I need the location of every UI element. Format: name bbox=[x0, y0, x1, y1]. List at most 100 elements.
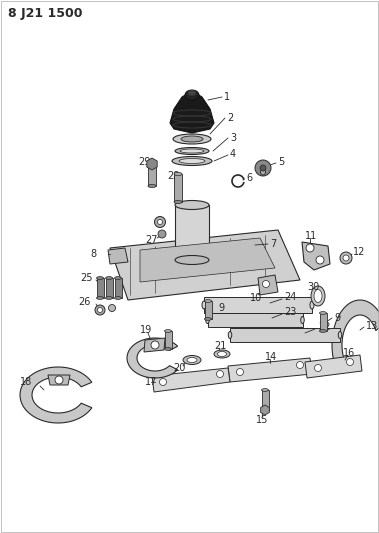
Ellipse shape bbox=[262, 409, 268, 411]
Polygon shape bbox=[48, 375, 70, 385]
Circle shape bbox=[158, 230, 166, 238]
Circle shape bbox=[236, 368, 243, 376]
Polygon shape bbox=[228, 358, 312, 382]
Circle shape bbox=[216, 370, 224, 377]
Ellipse shape bbox=[183, 356, 201, 365]
Text: 11: 11 bbox=[305, 231, 317, 241]
Text: 9: 9 bbox=[155, 341, 161, 351]
Ellipse shape bbox=[314, 289, 322, 303]
Bar bbox=[175, 205, 209, 260]
Circle shape bbox=[263, 280, 269, 287]
Bar bbox=[262, 390, 268, 410]
Ellipse shape bbox=[175, 148, 209, 155]
Ellipse shape bbox=[148, 184, 156, 188]
Circle shape bbox=[155, 216, 166, 228]
Ellipse shape bbox=[164, 329, 172, 333]
Polygon shape bbox=[127, 338, 178, 378]
Bar bbox=[148, 164, 156, 186]
Text: 6: 6 bbox=[246, 173, 252, 183]
Ellipse shape bbox=[202, 301, 206, 309]
Ellipse shape bbox=[262, 389, 268, 391]
Text: 30: 30 bbox=[307, 282, 319, 292]
Circle shape bbox=[151, 341, 159, 349]
Polygon shape bbox=[305, 355, 362, 378]
Polygon shape bbox=[140, 238, 275, 282]
Text: 28: 28 bbox=[167, 171, 179, 181]
Ellipse shape bbox=[175, 200, 209, 209]
Text: 14: 14 bbox=[265, 352, 277, 362]
Ellipse shape bbox=[319, 312, 326, 314]
Bar bbox=[174, 174, 182, 202]
Bar bbox=[204, 297, 312, 313]
Bar bbox=[230, 328, 340, 342]
Ellipse shape bbox=[174, 172, 182, 175]
Text: 8 J21 1500: 8 J21 1500 bbox=[8, 7, 83, 20]
Polygon shape bbox=[170, 91, 214, 133]
Circle shape bbox=[296, 361, 304, 368]
Text: 5: 5 bbox=[278, 157, 284, 167]
Ellipse shape bbox=[97, 277, 103, 279]
Circle shape bbox=[343, 255, 349, 261]
Ellipse shape bbox=[148, 163, 156, 166]
Text: 22: 22 bbox=[318, 322, 330, 332]
Circle shape bbox=[158, 220, 163, 224]
Bar bbox=[97, 278, 103, 298]
Ellipse shape bbox=[180, 149, 204, 153]
Text: 9: 9 bbox=[334, 313, 340, 323]
Ellipse shape bbox=[214, 350, 230, 358]
Text: 26: 26 bbox=[78, 297, 90, 307]
Ellipse shape bbox=[228, 332, 232, 338]
Ellipse shape bbox=[311, 286, 325, 306]
Text: 8: 8 bbox=[90, 249, 96, 259]
Ellipse shape bbox=[105, 277, 113, 279]
Text: 15: 15 bbox=[256, 415, 268, 425]
Ellipse shape bbox=[206, 317, 209, 324]
Bar bbox=[105, 278, 113, 298]
Text: 24: 24 bbox=[284, 292, 296, 302]
Circle shape bbox=[160, 378, 166, 385]
Text: 19: 19 bbox=[140, 325, 152, 335]
Text: 27: 27 bbox=[145, 235, 158, 245]
Bar bbox=[114, 278, 122, 298]
Circle shape bbox=[260, 165, 266, 171]
Text: 17: 17 bbox=[145, 377, 157, 387]
Bar bbox=[319, 313, 326, 331]
Text: 18: 18 bbox=[20, 377, 32, 387]
Text: 2: 2 bbox=[227, 113, 233, 123]
Text: 3: 3 bbox=[230, 133, 236, 143]
Circle shape bbox=[346, 359, 354, 366]
Ellipse shape bbox=[179, 158, 205, 164]
Ellipse shape bbox=[175, 255, 209, 264]
Circle shape bbox=[108, 304, 116, 311]
Text: 21: 21 bbox=[214, 341, 226, 351]
Ellipse shape bbox=[338, 332, 342, 338]
Ellipse shape bbox=[173, 134, 211, 144]
Ellipse shape bbox=[185, 90, 199, 100]
Text: 13: 13 bbox=[366, 321, 378, 331]
Ellipse shape bbox=[114, 296, 122, 300]
Ellipse shape bbox=[164, 348, 172, 350]
Bar bbox=[164, 331, 172, 349]
Ellipse shape bbox=[181, 136, 203, 142]
Polygon shape bbox=[152, 368, 230, 392]
Circle shape bbox=[55, 376, 63, 384]
Text: 4: 4 bbox=[230, 149, 236, 159]
Polygon shape bbox=[258, 275, 278, 295]
Ellipse shape bbox=[319, 329, 326, 333]
Text: 16: 16 bbox=[343, 348, 355, 358]
Polygon shape bbox=[144, 338, 165, 352]
Circle shape bbox=[97, 308, 102, 312]
Ellipse shape bbox=[188, 91, 196, 95]
Ellipse shape bbox=[205, 318, 211, 320]
Bar bbox=[205, 301, 211, 319]
Text: 7: 7 bbox=[270, 239, 276, 249]
Ellipse shape bbox=[205, 300, 211, 302]
Circle shape bbox=[315, 365, 321, 372]
Text: 29: 29 bbox=[138, 157, 150, 167]
Ellipse shape bbox=[174, 200, 182, 204]
Polygon shape bbox=[110, 230, 300, 300]
Polygon shape bbox=[20, 367, 92, 423]
Polygon shape bbox=[108, 248, 128, 264]
Text: 12: 12 bbox=[353, 247, 365, 257]
Text: 25: 25 bbox=[80, 273, 92, 283]
